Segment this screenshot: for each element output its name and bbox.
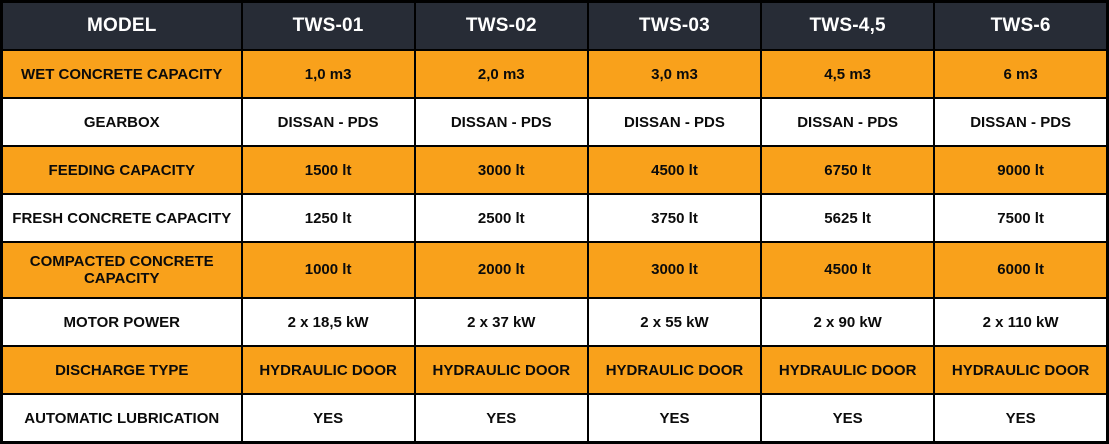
spec-cell: 6750 lt <box>760 145 936 195</box>
spec-cell: YES <box>240 393 416 444</box>
spec-cell: 3000 lt <box>586 241 763 299</box>
row-label-discharge-type: DISCHARGE TYPE <box>0 345 243 395</box>
spec-cell: YES <box>586 393 763 444</box>
column-header-tws-6: TWS-6 <box>933 0 1109 51</box>
row-label-wet-concrete-capacity: WET CONCRETE CAPACITY <box>0 49 243 99</box>
spec-cell: 2 x 110 kW <box>933 297 1109 347</box>
spec-cell: 5625 lt <box>760 193 936 243</box>
spec-cell: YES <box>760 393 936 444</box>
spec-cell: DISSAN - PDS <box>586 97 763 147</box>
spec-cell: 1250 lt <box>240 193 416 243</box>
spec-cell: 2,0 m3 <box>413 49 589 99</box>
row-label-fresh-concrete-capacity: FRESH CONCRETE CAPACITY <box>0 193 243 243</box>
row-label-motor-power: MOTOR POWER <box>0 297 243 347</box>
spec-cell: HYDRAULIC DOOR <box>240 345 416 395</box>
spec-cell: 2 x 37 kW <box>413 297 589 347</box>
spec-cell: DISSAN - PDS <box>240 97 416 147</box>
row-label-feeding-capacity: FEEDING CAPACITY <box>0 145 243 195</box>
spec-cell: HYDRAULIC DOOR <box>413 345 589 395</box>
spec-cell: 4500 lt <box>586 145 763 195</box>
column-header-model: MODEL <box>0 0 243 51</box>
table-row-automatic-lubrication: AUTOMATIC LUBRICATION YES YES YES YES YE… <box>0 393 1109 444</box>
spec-cell: 3000 lt <box>413 145 589 195</box>
spec-cell: 2000 lt <box>413 241 589 299</box>
row-label-compacted-concrete-capacity: COMPACTED CONCRETE CAPACITY <box>0 241 243 299</box>
table-row-compacted-concrete-capacity: COMPACTED CONCRETE CAPACITY 1000 lt 2000… <box>0 241 1109 299</box>
row-label-automatic-lubrication: AUTOMATIC LUBRICATION <box>0 393 243 444</box>
spec-cell: 2 x 90 kW <box>760 297 936 347</box>
spec-cell: 9000 lt <box>933 145 1109 195</box>
spec-cell: HYDRAULIC DOOR <box>586 345 763 395</box>
spec-cell: 1000 lt <box>240 241 416 299</box>
spec-cell: YES <box>413 393 589 444</box>
table-row-gearbox: GEARBOX DISSAN - PDS DISSAN - PDS DISSAN… <box>0 97 1109 147</box>
spec-cell: DISSAN - PDS <box>760 97 936 147</box>
column-header-tws-01: TWS-01 <box>240 0 416 51</box>
table-row-discharge-type: DISCHARGE TYPE HYDRAULIC DOOR HYDRAULIC … <box>0 345 1109 395</box>
spec-cell: DISSAN - PDS <box>933 97 1109 147</box>
spec-cell: 2 x 55 kW <box>586 297 763 347</box>
spec-cell: 6000 lt <box>933 241 1109 299</box>
table-row-fresh-concrete-capacity: FRESH CONCRETE CAPACITY 1250 lt 2500 lt … <box>0 193 1109 243</box>
spec-cell: 7500 lt <box>933 193 1109 243</box>
spec-cell: 3750 lt <box>586 193 763 243</box>
table-row-feeding-capacity: FEEDING CAPACITY 1500 lt 3000 lt 4500 lt… <box>0 145 1109 195</box>
column-header-tws-03: TWS-03 <box>586 0 763 51</box>
spec-cell: 1,0 m3 <box>240 49 416 99</box>
spec-cell: YES <box>933 393 1109 444</box>
spec-cell: HYDRAULIC DOOR <box>933 345 1109 395</box>
spec-cell: 3,0 m3 <box>586 49 763 99</box>
spec-cell: HYDRAULIC DOOR <box>760 345 936 395</box>
spec-cell: DISSAN - PDS <box>413 97 589 147</box>
spec-cell: 4500 lt <box>760 241 936 299</box>
header-row: MODEL TWS-01 TWS-02 TWS-03 TWS-4,5 TWS-6 <box>0 0 1109 51</box>
column-header-tws-02: TWS-02 <box>413 0 589 51</box>
table-row-wet-concrete-capacity: WET CONCRETE CAPACITY 1,0 m3 2,0 m3 3,0 … <box>0 49 1109 99</box>
spec-cell: 1500 lt <box>240 145 416 195</box>
spec-cell: 6 m3 <box>933 49 1109 99</box>
spec-cell: 2 x 18,5 kW <box>240 297 416 347</box>
table-row-motor-power: MOTOR POWER 2 x 18,5 kW 2 x 37 kW 2 x 55… <box>0 297 1109 347</box>
column-header-tws-4-5: TWS-4,5 <box>760 0 936 51</box>
spec-cell: 2500 lt <box>413 193 589 243</box>
spec-cell: 4,5 m3 <box>760 49 936 99</box>
row-label-gearbox: GEARBOX <box>0 97 243 147</box>
